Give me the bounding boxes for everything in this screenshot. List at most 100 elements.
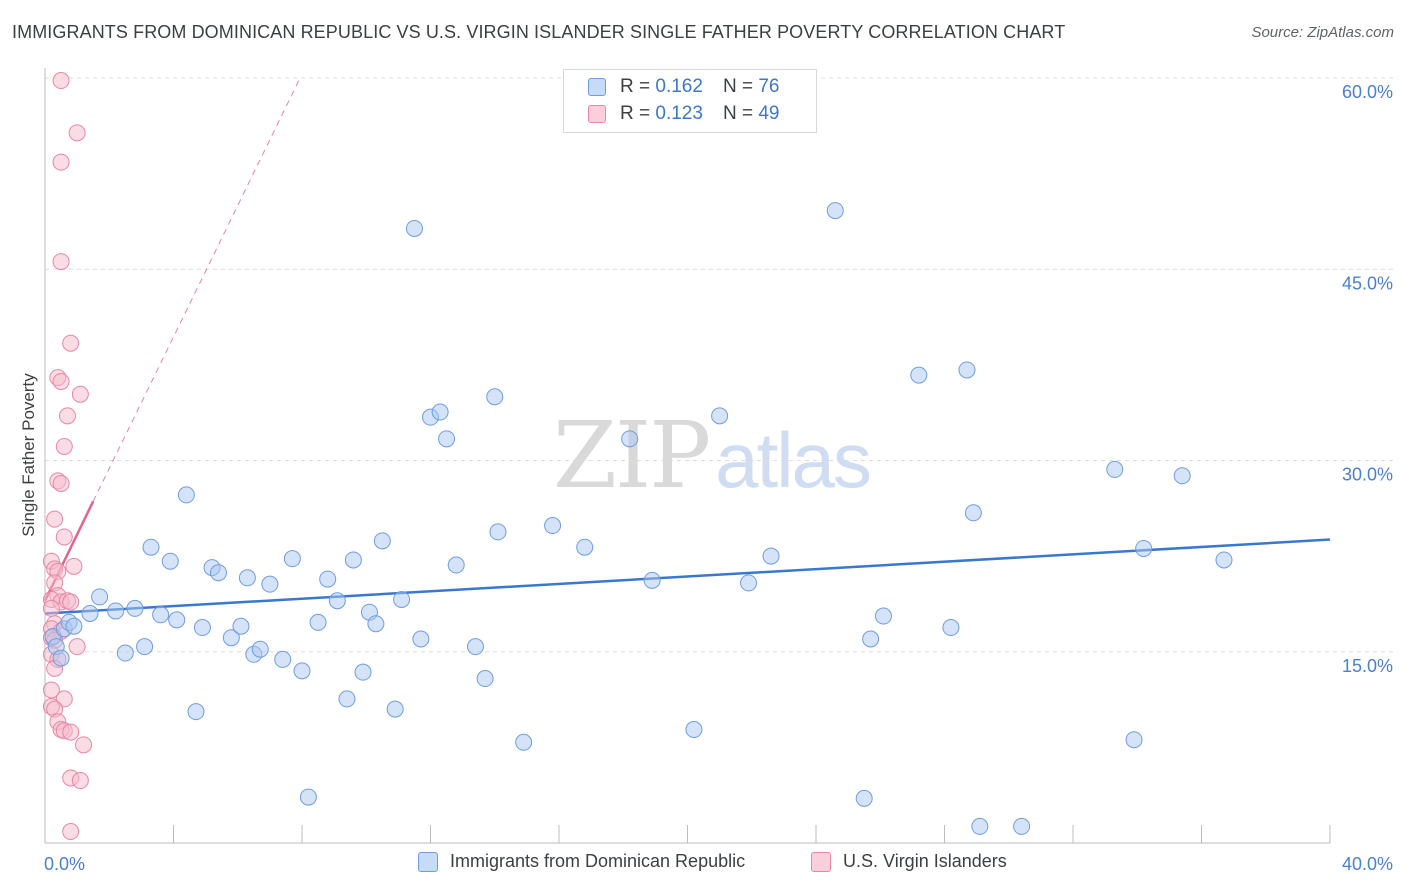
point-dominican xyxy=(740,574,758,592)
point-virgin-islanders xyxy=(68,124,86,142)
point-virgin-islanders xyxy=(58,407,76,425)
y-tick-label: 60.0% xyxy=(1342,82,1393,102)
point-dominican xyxy=(293,662,311,680)
point-dominican xyxy=(222,629,240,647)
point-dominican xyxy=(107,602,125,620)
watermark-zip: ZIP xyxy=(553,402,711,509)
bottom-legend-label-virgin-islanders: U.S. Virgin Islanders xyxy=(843,851,1007,871)
point-dominican xyxy=(367,615,385,633)
point-dominican xyxy=(142,538,160,556)
point-dominican xyxy=(283,550,301,568)
point-dominican xyxy=(576,538,594,556)
point-dominican xyxy=(431,403,449,421)
point-dominican xyxy=(489,523,507,541)
point-dominican xyxy=(515,733,533,751)
point-virgin-islanders xyxy=(52,72,70,90)
point-dominican xyxy=(161,552,179,570)
point-dominican xyxy=(274,650,292,668)
point-dominican xyxy=(177,486,195,504)
point-dominican xyxy=(373,532,391,550)
point-dominican xyxy=(65,617,83,635)
point-dominican xyxy=(309,613,327,631)
point-dominican xyxy=(393,590,411,608)
point-dominican xyxy=(152,606,170,624)
point-dominican xyxy=(238,569,256,587)
point-virgin-islanders xyxy=(52,474,70,492)
point-virgin-islanders xyxy=(52,153,70,171)
point-dominican xyxy=(544,517,562,535)
point-dominican xyxy=(685,721,703,739)
point-dominican xyxy=(711,407,729,425)
point-dominican xyxy=(862,630,880,648)
legend: R = 0.162 N = 76 R = 0.123 N = 49 xyxy=(563,69,817,133)
point-dominican xyxy=(476,670,494,688)
bottom-legend-virgin-islanders: U.S. Virgin Islanders xyxy=(811,851,1007,872)
point-virgin-islanders xyxy=(46,510,64,528)
point-virgin-islanders xyxy=(42,681,60,699)
grid-lines xyxy=(45,77,1393,653)
point-dominican xyxy=(261,575,279,593)
point-virgin-islanders xyxy=(52,253,70,271)
legend-r-label: R = xyxy=(620,76,651,97)
point-dominican xyxy=(116,644,134,662)
point-dominican xyxy=(1013,817,1031,835)
point-dominican xyxy=(874,607,892,625)
point-dominican xyxy=(942,619,960,637)
point-dominican xyxy=(643,571,661,589)
point-dominican xyxy=(81,605,99,622)
axis-labels: 15.0% 30.0% 45.0% 60.0% 0.0% 40.0% Single Fath… xyxy=(19,82,1393,874)
point-dominican xyxy=(855,789,873,807)
legend-swatch-pink xyxy=(588,105,606,123)
legend-r-value: 0.123 xyxy=(655,103,703,124)
point-virgin-islanders xyxy=(55,528,73,546)
point-virgin-islanders xyxy=(75,736,93,754)
point-dominican xyxy=(1173,467,1191,485)
point-virgin-islanders xyxy=(71,772,89,790)
point-dominican xyxy=(438,430,456,448)
point-dominican xyxy=(187,703,205,721)
point-dominican xyxy=(299,788,317,806)
point-dominican xyxy=(136,638,154,656)
point-virgin-islanders xyxy=(62,823,80,841)
y-tick-label: 30.0% xyxy=(1342,465,1393,485)
point-dominican xyxy=(964,504,982,522)
legend-row-virgin-islanders: R = 0.123 N = 49 xyxy=(588,102,779,126)
point-dominican xyxy=(971,817,989,835)
point-dominican xyxy=(910,366,928,384)
point-dominican xyxy=(826,202,844,220)
point-dominican xyxy=(251,640,269,658)
point-dominican xyxy=(466,638,484,656)
point-dominican xyxy=(1106,460,1124,478)
point-dominican xyxy=(447,556,465,574)
point-virgin-islanders xyxy=(52,372,70,390)
y-axis-label: Single Father Poverty xyxy=(19,373,38,537)
trend-line-dominican xyxy=(44,538,1331,615)
point-virgin-islanders xyxy=(62,334,80,352)
x-tick-label-max: 40.0% xyxy=(1342,854,1393,874)
point-dominican xyxy=(412,630,430,648)
legend-n-value: 76 xyxy=(758,76,780,97)
point-virgin-islanders xyxy=(65,557,83,575)
point-dominican xyxy=(126,599,144,617)
legend-r-label: R = xyxy=(620,103,651,124)
point-dominican xyxy=(958,361,976,379)
point-virgin-islanders xyxy=(62,723,80,741)
point-dominican xyxy=(193,619,211,637)
point-dominican xyxy=(1215,551,1233,569)
point-virgin-islanders xyxy=(42,599,60,617)
point-dominican xyxy=(91,588,109,606)
axes xyxy=(44,68,1331,844)
point-dominican xyxy=(621,430,639,448)
point-dominican xyxy=(405,219,423,237)
point-virgin-islanders xyxy=(71,385,89,403)
legend-row-dominican: R = 0.162 N = 76 xyxy=(588,75,779,99)
legend-n-label: N = xyxy=(722,103,754,124)
point-dominican xyxy=(338,690,356,708)
legend-n-label: N = xyxy=(722,76,754,97)
point-dominican xyxy=(319,570,337,588)
legend-r-value: 0.162 xyxy=(655,76,703,97)
point-dominican xyxy=(386,700,404,718)
x-tick-label-min: 0.0% xyxy=(44,854,85,874)
legend-swatch-blue xyxy=(588,78,606,96)
